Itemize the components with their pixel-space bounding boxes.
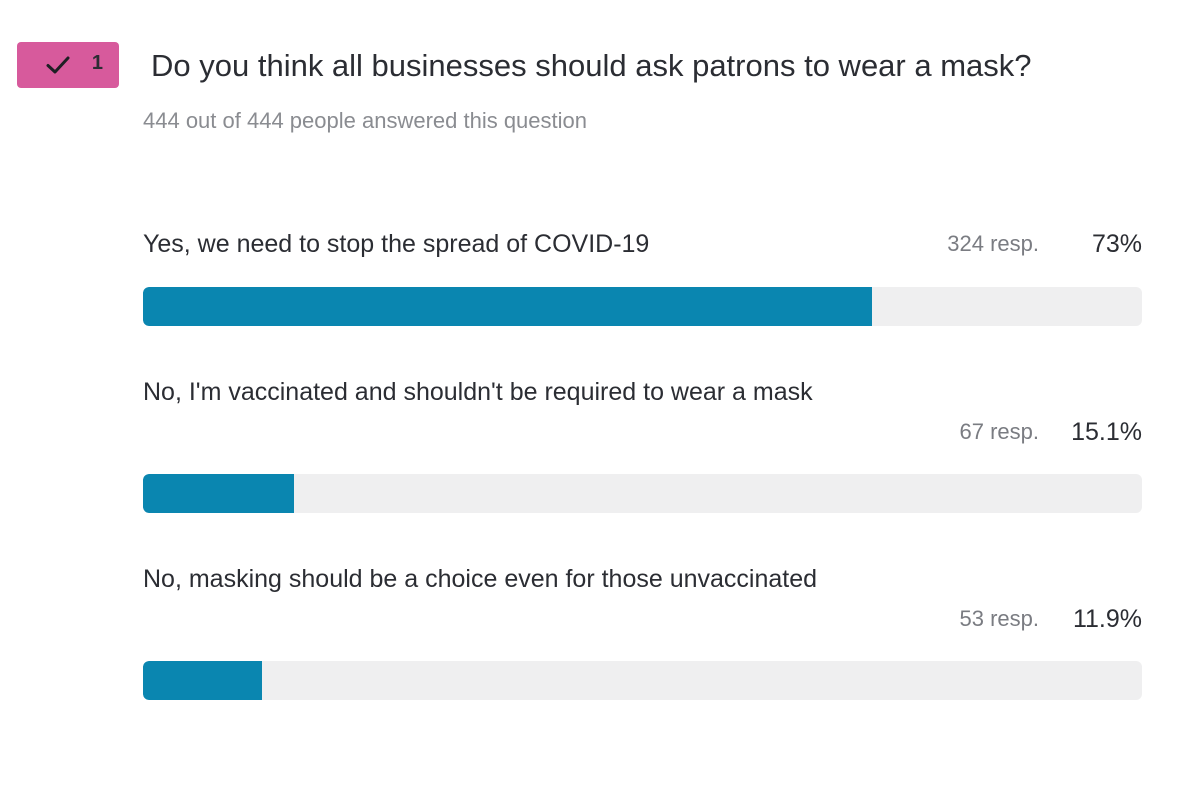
response-bar-fill [143, 287, 873, 326]
response-percent: 73% [1091, 230, 1142, 258]
response-bar-fill [143, 474, 294, 513]
question-number: 1 [91, 52, 103, 74]
response-count: 67 resp. [959, 419, 1040, 444]
answered-count: 444 out of 444 people answered this ques… [143, 108, 587, 133]
checkmark-icon [46, 56, 70, 74]
response-bar-fill [143, 661, 262, 700]
response-bar-track [143, 661, 1142, 700]
answer-label: No, I'm vaccinated and shouldn't be requ… [143, 378, 813, 406]
answer-label: Yes, we need to stop the spread of COVID… [143, 230, 650, 258]
answer-option: No, I'm vaccinated and shouldn't be requ… [143, 373, 1142, 513]
response-count: 324 resp. [947, 231, 1039, 256]
response-count: 53 resp. [959, 606, 1040, 631]
question-title: Do you think all businesses should ask p… [151, 48, 1032, 83]
response-bar-track [143, 474, 1142, 513]
question-badge: 1 [17, 42, 119, 88]
answer-option: No, masking should be a choice even for … [143, 560, 1142, 700]
answer-option: Yes, we need to stop the spread of COVID… [143, 225, 1142, 326]
answer-label: No, masking should be a choice even for … [143, 565, 818, 593]
response-percent: 11.9% [1072, 605, 1142, 633]
response-bar-track [143, 287, 1142, 326]
response-percent: 15.1% [1071, 418, 1142, 446]
